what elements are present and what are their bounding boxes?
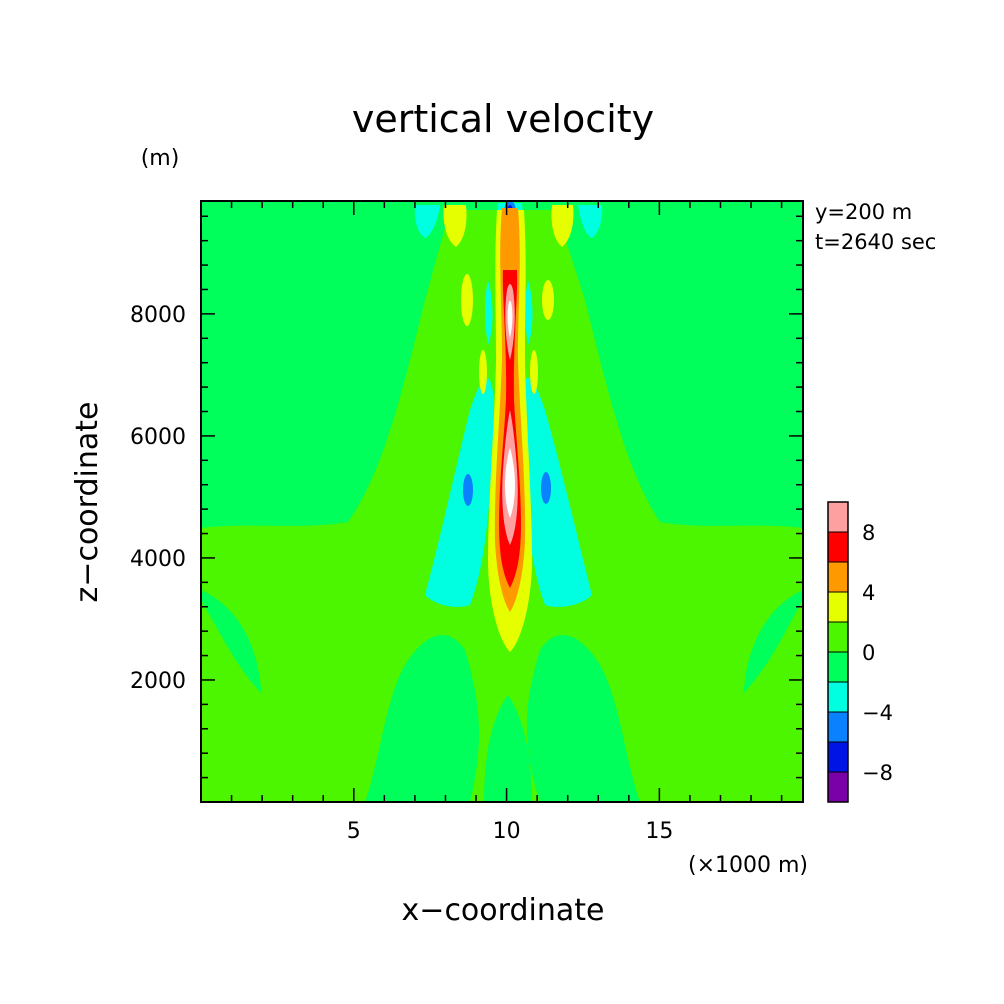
x-axis-label: x−coordinate: [402, 893, 605, 928]
colorbar-bin: [827, 771, 849, 803]
contour-max-core-lower: [505, 448, 515, 518]
x-tick-label: 15: [645, 819, 673, 844]
x-tick-label: 5: [347, 819, 361, 844]
contour-negative-mid-left: [485, 280, 493, 345]
y-axis-label: z−coordinate: [70, 402, 105, 603]
colorbar-bin: [827, 531, 849, 563]
y-tick-label: 8000: [130, 303, 186, 328]
contour-negative-lobe-right: [520, 377, 592, 607]
colorbar-tick-label: 8: [862, 521, 875, 545]
colorbar-tick-label: 4: [862, 581, 875, 605]
colorbar-bin: [827, 711, 849, 743]
chart-title: vertical velocity: [352, 97, 654, 141]
colorbar-bin: [827, 561, 849, 593]
contour-negative-mid-right: [525, 280, 533, 345]
colorbar-frame: [827, 501, 849, 803]
annotation-y: y=200 m: [815, 200, 912, 224]
contour-neg4-spot-left: [463, 474, 473, 506]
colorbar-bin: [827, 681, 849, 713]
plot-frame: [200, 200, 804, 803]
y-tick-label: 4000: [130, 547, 186, 572]
colorbar-bin: [827, 621, 849, 653]
colorbar-tick-label: 0: [862, 641, 875, 665]
contour-pos2-side-l2: [479, 350, 487, 394]
contour-positive-small-right: [687, 600, 803, 802]
contour-negative-top-left: [414, 205, 440, 238]
contour-max-core-upper: [507, 300, 513, 338]
y-tick-label: 2000: [130, 669, 186, 694]
axis-ticks: 5 10 15 2000 4000 6000 8000: [130, 201, 803, 844]
contour-zero-neg-center-bottom: [484, 695, 532, 802]
contour-negative-lobe-left: [425, 377, 494, 607]
annotation-t: t=2640 sec: [815, 230, 936, 254]
colorbar-tick-label: −8: [862, 761, 893, 785]
contour-pos2-top-right: [551, 205, 574, 247]
x-tick-label: 10: [493, 819, 521, 844]
colorbar-tick-label: −4: [862, 701, 893, 725]
colorbar-bin: [827, 591, 849, 623]
contour-positive-small-left: [201, 600, 318, 802]
contour-pos2-side-l1: [461, 274, 473, 326]
x-unit-label: (×1000 m): [688, 853, 808, 878]
contour-field: [201, 201, 803, 802]
y-unit-label: (m): [141, 146, 180, 171]
contour-pos2-side-r2: [530, 350, 538, 394]
colorbar-bin: [827, 651, 849, 683]
contour-neg4-spot-right: [541, 472, 551, 504]
contour-pos2-side-r1: [542, 280, 554, 320]
y-tick-label: 6000: [130, 425, 186, 450]
contour-pos2-top-left: [443, 205, 467, 247]
colorbar-bin: [827, 741, 849, 773]
colorbar: 8 4 0 −4 −8: [827, 501, 893, 803]
colorbar-bin: [827, 501, 849, 533]
contour-negative-top-right: [578, 205, 603, 238]
